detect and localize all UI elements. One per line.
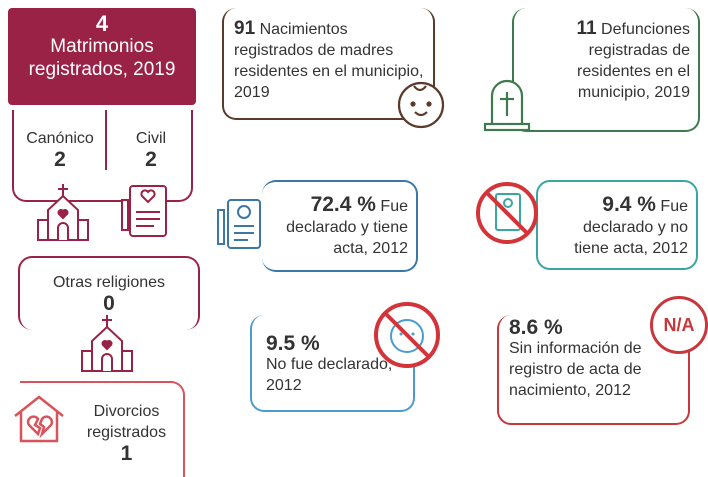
certificate-icon (121, 185, 167, 237)
no-information: 8.6 % Sin información de registro de act… (497, 315, 690, 425)
percent: 9.4 % (602, 193, 656, 216)
church-icon (81, 315, 133, 372)
label: Fue declarado y tiene acta, 2012 (286, 198, 408, 257)
registered-with-act: 72.4 % Fue declarado y tiene acta, 2012 (262, 180, 418, 272)
baby-icon (397, 81, 445, 129)
tomb-icon (483, 79, 531, 132)
crossed-document-icon (476, 182, 538, 244)
canonico-label: Canónico (26, 130, 94, 147)
civil: Civil 2 (108, 128, 194, 170)
deaths-label: Defunciones registradas de residentes en… (577, 21, 690, 101)
label: Sin información de registro de acta de n… (509, 340, 642, 399)
civil-count: 2 (145, 148, 157, 171)
document-icon (217, 199, 261, 249)
church-icon (37, 184, 89, 241)
marriages-label: Matrimonios registrados, 2019 (28, 36, 176, 80)
births-label: Nacimientos registrados de madres reside… (234, 21, 424, 101)
label: No fue declarado, 2012 (266, 356, 393, 394)
percent: 8.6 % (509, 316, 563, 339)
other-label: Otras religiones (52, 274, 166, 291)
not-registered: 9.5 % No fue declarado, 2012 (250, 315, 415, 412)
registered-no-act: 9.4 % Fue declarado y no tiene acta, 201… (536, 180, 698, 270)
percent: 72.4 % (310, 193, 376, 216)
births-count: 91 (234, 18, 256, 39)
civil-label: Civil (135, 130, 167, 147)
other-religions: Otras religiones 0 (18, 256, 200, 330)
divider (105, 110, 107, 170)
divorces-count: 1 (120, 442, 133, 465)
percent: 9.5 % (266, 332, 320, 355)
divorces-label: Divorcios registrados (86, 403, 167, 441)
divorces: Divorcios registrados 1 (20, 381, 185, 477)
na-icon: N/A (650, 296, 708, 354)
canonico: Canónico 2 (14, 128, 106, 170)
deaths-count: 11 (576, 18, 597, 39)
crossed-baby-icon (374, 302, 440, 368)
deaths: 11 Defunciones registradas de residentes… (512, 8, 700, 132)
house-icon (14, 395, 64, 443)
marriages-header: 4 Matrimonios registrados, 2019 (8, 8, 196, 105)
marriages-count: 4 (95, 11, 109, 36)
marriage-types: Canónico 2 Civil 2 (12, 110, 193, 202)
canonico-count: 2 (54, 148, 66, 171)
other-count: 0 (103, 292, 115, 315)
births: 91 Nacimientos registrados de madres res… (222, 8, 435, 120)
label: Fue declarado y no tiene acta, 2012 (574, 198, 688, 257)
